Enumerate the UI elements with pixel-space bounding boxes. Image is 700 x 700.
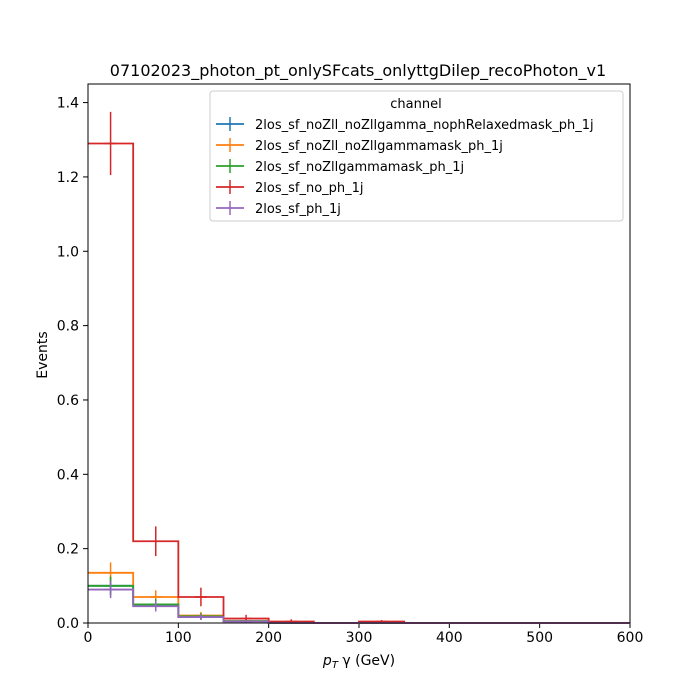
x-tick-label: 600 [617,630,644,646]
legend-label: 2los_sf_noZll_noZllgamma_nophRelaxedmask… [255,118,594,133]
y-tick-label: 0.2 [57,542,79,558]
x-tick-label: 300 [346,630,373,646]
legend-entry: 2los_sf_noZll_noZllgammamask_ph_1j [216,138,503,154]
chart-title: 07102023_photon_pt_onlySFcats_onlyttgDil… [110,61,606,81]
legend-entry: 2los_sf_noZll_noZllgamma_nophRelaxedmask… [216,117,594,133]
x-tick-label: 200 [255,630,282,646]
x-tick-label: 400 [436,630,463,646]
legend-label: 2los_sf_no_ph_1j [255,181,364,196]
plot-frame [87,83,631,624]
legend-entries: 2los_sf_noZll_noZllgamma_nophRelaxedmask… [216,117,594,217]
y-tick-label: 1.0 [57,244,79,260]
legend-label: 2los_sf_ph_1j [255,202,341,217]
axis-ticks: 0 100 200 300 400 500 600 0.0 0.2 0.4 0.6 0.8 1.0 1.2… [57,96,644,646]
y-tick-label: 1.2 [57,170,79,186]
x-axis-label: pT γ (GeV) [322,653,395,671]
y-tick-label: 1.4 [57,96,79,112]
legend-entry: 2los_sf_no_ph_1j [216,180,364,196]
legend-entry: 2los_sf_noZllgammamask_ph_1j [216,159,464,175]
legend-label: 2los_sf_noZll_noZllgammamask_ph_1j [255,139,503,154]
legend: channel 2los_sf_noZll_noZllgamma_nophRel… [209,90,624,222]
legend-entry: 2los_sf_ph_1j [216,201,341,217]
y-tick-label: 0.4 [57,467,79,483]
legend-box [209,90,624,222]
x-tick-label: 100 [165,630,192,646]
y-axis-label: Events [35,331,51,378]
x-tick-label: 500 [526,630,553,646]
legend-label: 2los_sf_noZllgammamask_ph_1j [255,160,464,175]
y-tick-label: 0.8 [57,319,79,335]
y-tick-label: 0.0 [57,616,79,632]
legend-title: channel [390,97,441,112]
y-tick-label: 0.6 [57,393,79,409]
x-tick-label: 0 [84,630,93,646]
